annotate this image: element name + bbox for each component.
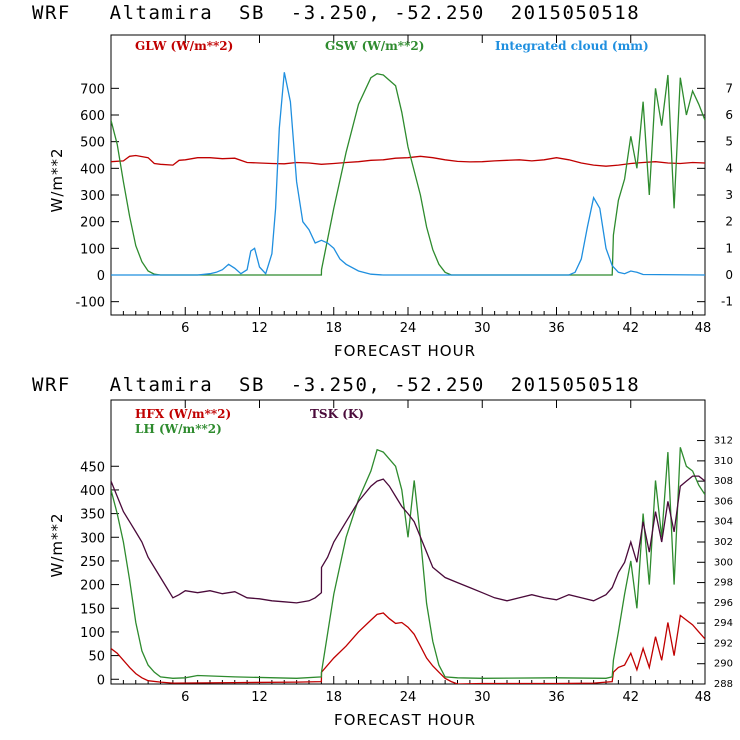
chart2-series-hfx xyxy=(111,612,705,684)
chart2-x-tick-label: 30 xyxy=(474,690,491,705)
chart1-y2-tick-label: 5 xyxy=(725,135,733,149)
chart1-y-tick-label: 500 xyxy=(80,136,105,151)
chart2-y-tick-label: 100 xyxy=(80,626,105,641)
chart1-x-tick-label: 36 xyxy=(548,321,565,336)
chart1-legend-gsw: GSW (W/m**2) xyxy=(325,39,424,53)
chart2-y-tick-label: 0 xyxy=(97,673,105,688)
chart2-y-tick-label: 400 xyxy=(80,484,105,499)
chart1-y2-tick-label: 4 xyxy=(725,161,733,175)
chart2-legend-hfx: HFX (W/m**2) xyxy=(135,407,231,421)
chart2-y-tick-label: 150 xyxy=(80,602,105,617)
chart2-y-tick-label: 300 xyxy=(80,531,105,546)
chart1-plot-frame xyxy=(110,34,706,316)
chart2-y-tick-label: 350 xyxy=(80,508,105,523)
chart2-y2-tick-label: 306 xyxy=(714,496,733,507)
chart1-y-tick-label: 700 xyxy=(80,82,105,97)
chart1-legend-cloud: Integrated cloud (mm) xyxy=(495,39,649,53)
chart1-y-tick-label: 0 xyxy=(97,269,105,284)
chart2-x-tick-label: 6 xyxy=(181,690,189,705)
chart2-y2-tick-label: 300 xyxy=(714,557,733,568)
chart1-xlabel: FORECAST HOUR xyxy=(334,342,476,360)
chart2-xlabel: FORECAST HOUR xyxy=(334,711,476,729)
chart2-x-tick-label: 48 xyxy=(695,690,712,705)
chart2-y2-tick-label: 296 xyxy=(714,598,733,609)
chart2-y2-tick-label: 312 xyxy=(714,436,733,447)
chart2-y2-tick-label: 302 xyxy=(714,537,733,548)
chart1-y2-tick-label: 0 xyxy=(725,268,733,282)
chart1-y2-tick-label: -1 xyxy=(721,295,733,309)
chart1-y-tick-label: -100 xyxy=(75,296,105,311)
chart1-x-tick-label: 24 xyxy=(400,321,417,336)
chart1-y-tick-label: 100 xyxy=(80,242,105,257)
chart1-ylabel: W/m**2 xyxy=(48,147,66,212)
chart1-y-tick-label: 300 xyxy=(80,189,105,204)
chart2-x-tick-label: 24 xyxy=(400,690,417,705)
chart2-y2-tick-label: 294 xyxy=(714,618,733,629)
chart1-legend-glw: GLW (W/m**2) xyxy=(135,39,233,53)
chart2-legend-tsk: TSK (K) xyxy=(310,407,364,421)
chart2-x-tick-label: 18 xyxy=(325,690,342,705)
chart2-y2-tick-label: 298 xyxy=(714,578,733,589)
chart1-y2-tick-label: 7 xyxy=(725,81,733,95)
chart1-y2-tick-label: 1 xyxy=(725,241,733,255)
chart1-x-tick-label: 30 xyxy=(474,321,491,336)
chart2-title: WRF Altamira SB -3.250, -52.250 20150505… xyxy=(32,374,640,396)
chart1-x-tick-label: 48 xyxy=(695,321,712,336)
chart1-y2-tick-label: 2 xyxy=(725,215,733,229)
chart2-y2-tick-label: 292 xyxy=(714,638,733,649)
chart1-y2-tick-label: 6 xyxy=(725,108,733,122)
chart1-title: WRF Altamira SB -3.250, -52.250 20150505… xyxy=(32,2,640,24)
chart2-y2-tick-label: 290 xyxy=(714,659,733,670)
chart1-y-tick-label: 200 xyxy=(80,216,105,231)
chart2-ylabel: W/m**2 xyxy=(48,512,66,577)
chart1-series-gsw xyxy=(111,73,705,276)
chart2-y-tick-label: 200 xyxy=(80,579,105,594)
chart2-y-tick-label: 250 xyxy=(80,555,105,570)
chart1-y-tick-label: 400 xyxy=(80,162,105,177)
chart2-x-tick-label: 12 xyxy=(251,690,268,705)
chart1-x-tick-label: 12 xyxy=(251,321,268,336)
chart2-x-tick-label: 42 xyxy=(622,690,639,705)
chart2-y2-tick-label: 304 xyxy=(714,517,733,528)
chart1-series-glw xyxy=(111,154,705,167)
chart2-plot-frame xyxy=(110,399,706,685)
chart1-y-tick-label: 600 xyxy=(80,109,105,124)
chart1-y2-tick-label: 3 xyxy=(725,188,733,202)
chart1-series-integrated xyxy=(111,72,705,276)
chart1-x-tick-label: 42 xyxy=(622,321,639,336)
chart1-x-tick-label: 18 xyxy=(325,321,342,336)
chart2-y2-tick-label: 310 xyxy=(714,456,733,467)
chart1-x-tick-label: 6 xyxy=(181,321,189,336)
chart2-y-tick-label: 50 xyxy=(88,650,105,665)
chart2-legend-lh: LH (W/m**2) xyxy=(135,422,222,436)
chart2-y-tick-label: 450 xyxy=(80,460,105,475)
chart2-y2-tick-label: 288 xyxy=(714,679,733,690)
chart2-y2-tick-label: 308 xyxy=(714,476,733,487)
chart2-series-tsk xyxy=(111,475,705,604)
chart2-series-lh xyxy=(111,447,705,679)
chart2-x-tick-label: 36 xyxy=(548,690,565,705)
